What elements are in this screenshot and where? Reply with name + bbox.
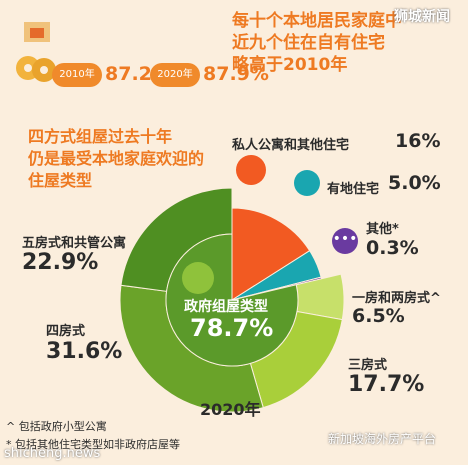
subhead: 四方式组屋过去十年 仍是最受本地家庭欢迎的 住屋类型 xyxy=(28,126,228,192)
headline-line-3: 略高于2010年 xyxy=(232,55,348,75)
note-2: * 包括其他住宅类型如非政府店屋等 xyxy=(6,438,180,451)
watermark-bottom-right: 新加坡海外房产平台 xyxy=(328,432,437,446)
label-room5-val: 22.9% xyxy=(22,250,99,275)
label-room4-cat: 四房式 xyxy=(46,324,86,339)
label-room12-val: 6.5% xyxy=(352,305,405,327)
headline-line-2: 近九个住在自有住宅 xyxy=(232,33,385,53)
label-private-cat: 私人公寓和其他住宅 xyxy=(232,138,350,153)
label-private-val: 16% xyxy=(395,130,441,152)
house-icon xyxy=(294,170,320,196)
subhead-line-3: 住屋类型 xyxy=(28,171,93,190)
headline: 每十个本地居民家庭中 近九个住在自有住宅 略高于2010年 xyxy=(232,10,442,76)
watermark-bottom-left: shicheng.news xyxy=(4,446,101,461)
headline-line-1: 每十个本地居民家庭中 xyxy=(232,11,402,31)
top-band xyxy=(0,0,468,112)
value-2020: 87.9% xyxy=(203,63,269,85)
label-room4-val: 31.6% xyxy=(46,339,123,364)
label-others-val: 0.3% xyxy=(366,237,419,259)
note-1: ^ 包括政府小型公寓 xyxy=(6,420,107,433)
keys-icon xyxy=(16,22,56,82)
label-others-cat: 其他* xyxy=(366,222,399,237)
label-room12-cat: 一房和两房式^ xyxy=(352,291,441,306)
center-value: 78.7% xyxy=(190,314,274,342)
label-room3-cat: 三房式 xyxy=(348,358,388,373)
apartment-icon xyxy=(236,155,266,185)
center-label: 政府组屋类型 xyxy=(184,299,268,315)
hdb-building-icon xyxy=(182,262,214,294)
subhead-line-2: 仍是最受本地家庭欢迎的 xyxy=(28,149,205,168)
subhead-line-1: 四方式组屋过去十年 xyxy=(28,127,173,146)
year-2010-pill: 2010年 xyxy=(52,63,102,87)
label-landed-val: 5.0% xyxy=(388,172,441,194)
chart-year-label: 2020年 xyxy=(200,400,261,419)
label-landed-cat: 有地住宅 xyxy=(327,182,380,197)
year-2020-pill: 2020年 xyxy=(150,63,200,87)
more-icon: ••• xyxy=(332,228,358,254)
watermark-top-right: 狮城新闻 xyxy=(394,9,450,25)
label-room5-cat: 五房式和共管公寓 xyxy=(22,236,127,251)
label-room3-val: 17.7% xyxy=(348,372,425,397)
